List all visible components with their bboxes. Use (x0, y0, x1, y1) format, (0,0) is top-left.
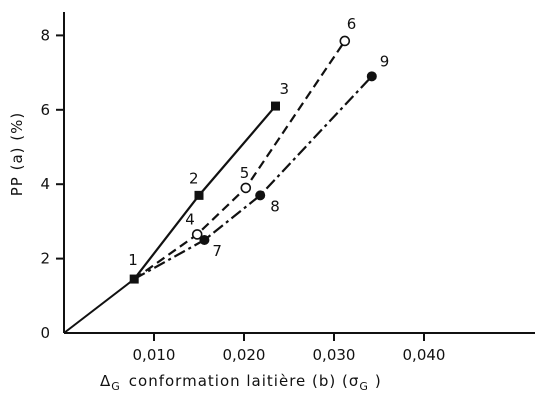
chart-point-labels: 1 2 3 4 5 6 7 8 9 (128, 15, 389, 269)
data-point-marker (199, 235, 210, 245)
chart-axes: 0 2 4 6 8 0,010 0,020 0,030 0,040 (40, 12, 535, 364)
series-line-3 (133, 75, 373, 281)
data-point-marker (271, 101, 280, 111)
data-point-label: 5 (240, 164, 250, 182)
x-axis-title-close: ) (375, 372, 382, 390)
x-tick-label: 0,020 (223, 346, 266, 364)
x-axis-title-delta-sub: G (111, 380, 121, 393)
data-point-label: 7 (212, 242, 222, 260)
x-axis-title: ΔG conformation laitière (b) (σG) (100, 372, 382, 393)
data-point-marker (129, 274, 139, 284)
data-point-marker (194, 190, 204, 200)
data-point-marker (255, 190, 266, 201)
data-point-marker (366, 71, 377, 82)
origin-segment-line (63, 278, 135, 334)
data-point-marker (240, 182, 252, 194)
x-tick-label: 0,040 (403, 346, 446, 364)
x-tick-label: 0,010 (133, 346, 176, 364)
y-axis-title: PP (a) (%) (8, 112, 26, 196)
y-tick-label: 0 (40, 324, 50, 342)
data-point-marker (191, 229, 203, 240)
data-point-label: 9 (380, 52, 390, 70)
data-point-label: 2 (189, 169, 199, 187)
data-point-label: 4 (185, 210, 195, 228)
series-line-2 (133, 40, 346, 280)
chart-markers (129, 35, 377, 284)
data-point-marker (339, 35, 351, 47)
data-point-label: 3 (280, 80, 290, 98)
y-tick-label: 2 (40, 250, 50, 268)
series-line-1 (133, 105, 277, 280)
y-tick-label: 8 (40, 26, 50, 44)
x-axis-title-unit-sub: G (359, 380, 369, 393)
data-point-label: 1 (128, 251, 138, 269)
x-axis-title-delta: Δ (100, 372, 111, 390)
x-axis-title-text: conformation laitière (b) (σ (129, 372, 360, 390)
data-point-label: 8 (270, 197, 280, 215)
x-tick-label: 0,030 (313, 346, 356, 364)
y-tick-label: 4 (40, 175, 50, 193)
chart-series-lines (63, 40, 373, 334)
y-tick-label: 6 (40, 101, 50, 119)
data-point-label: 6 (347, 15, 357, 33)
